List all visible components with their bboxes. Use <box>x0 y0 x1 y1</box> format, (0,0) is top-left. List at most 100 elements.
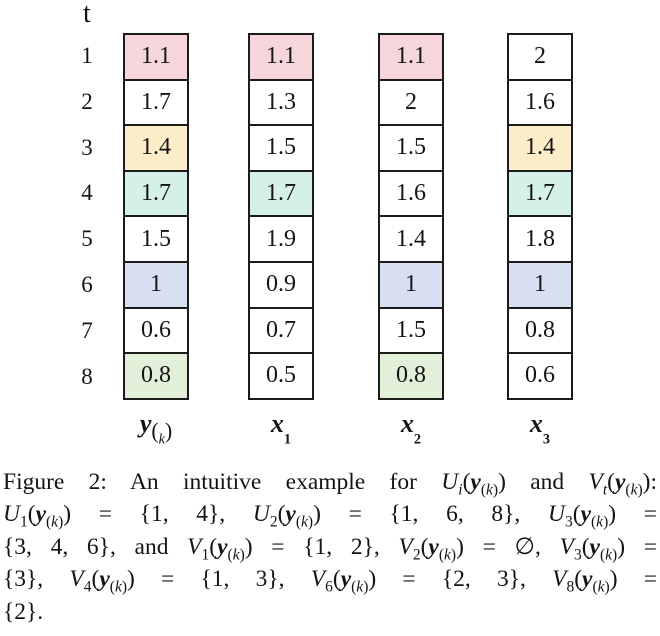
y-vector-base: y <box>589 533 600 560</box>
subscript-paren-open: ( <box>599 546 606 564</box>
value-cell: 1.3 <box>250 78 312 125</box>
y-vector-symbol: y(k) <box>581 501 609 530</box>
y-vector-symbol: y(k) <box>36 501 64 530</box>
row-index: 7 <box>81 317 93 343</box>
y-vector-subscript: (k) <box>110 579 127 596</box>
subscript-k: k <box>232 546 240 564</box>
y-vector-subscript: (k) <box>439 547 456 564</box>
subscript-paren-close: ) <box>307 514 314 532</box>
y-vector-symbol: y(k) <box>217 534 245 563</box>
value-cell: 0.8 <box>380 352 442 398</box>
y-vector-base: y <box>582 566 593 593</box>
caption-line-5: {2}. <box>3 596 657 628</box>
value-column-stack: 1.1 1.7 1.4 1.7 1.5 1 0.6 0.8 <box>123 33 189 400</box>
y-vector-symbol: y(k) <box>582 566 610 595</box>
value-cell: 1.5 <box>380 124 442 170</box>
subscript-k: k <box>597 578 605 596</box>
row-index: 2 <box>81 88 93 114</box>
math-subscript: 1 <box>201 546 210 564</box>
value-cell: 1.4 <box>380 215 442 261</box>
math-subscript: 6 <box>325 578 333 596</box>
math-subscript: 2 <box>412 546 421 564</box>
math-variable: U <box>3 501 20 528</box>
subscript-paren-close: ) <box>604 578 610 596</box>
math-variable: V <box>552 566 567 593</box>
subscript-paren-open: ( <box>592 578 598 596</box>
subscript-paren-open: ( <box>438 546 444 564</box>
value-cell: 0.8 <box>125 352 187 398</box>
y-vector-subscript: (k) <box>351 579 368 596</box>
y-vector-subscript: (k) <box>591 514 608 531</box>
subscript-paren-open: ( <box>109 578 115 596</box>
value-cell: 0.8 <box>509 306 571 353</box>
caption-text: ( <box>581 533 590 560</box>
subscript-paren-close: ) <box>58 514 64 532</box>
value-cell: 2 <box>509 35 571 79</box>
value-column: 1.1 2 1.5 1.6 1.4 1 1.5 0.8 x2 <box>378 33 444 446</box>
column-label-base: x <box>270 408 284 438</box>
value-cell: 1 <box>509 260 571 307</box>
y-vector-subscript: (k) <box>481 482 498 499</box>
math-subscript: 3 <box>542 431 551 448</box>
caption-text: ( <box>209 533 218 560</box>
y-vector-symbol: y(k) <box>470 469 498 498</box>
value-cell: 1.7 <box>509 169 571 216</box>
column-label-subscript: 2 <box>414 419 421 446</box>
math-subscript: 1 <box>283 431 292 448</box>
subscript-k: k <box>596 514 604 532</box>
y-vector-base: y <box>285 501 296 528</box>
value-cell: 1.5 <box>125 215 187 261</box>
math-variable: V <box>559 533 574 560</box>
math-subscript-italic: t <box>602 481 608 499</box>
value-cell: 1.6 <box>380 169 442 216</box>
column-label-base: y <box>139 408 152 438</box>
row-index: 4 <box>81 180 93 206</box>
column-label-base: x <box>400 408 414 438</box>
row-index: 6 <box>81 272 93 298</box>
subscript-paren-close: ) <box>603 514 609 532</box>
caption-text: ( <box>277 501 286 528</box>
time-axis-label: t <box>83 0 91 29</box>
caption-text: Figure 2: An intuitive example for <box>3 469 442 495</box>
value-cell: 1 <box>380 260 442 307</box>
caption-text: ) and <box>498 469 589 495</box>
caption-text: ) = <box>617 533 657 560</box>
caption-line-3: {3, 4, 6}, and V1(y(k)) = {1, 2}, V2(y(k… <box>3 531 657 563</box>
math-subscript-italic: i <box>458 481 463 499</box>
caption-text: ) = {1, 3}, <box>127 566 311 593</box>
subscript-k: k <box>630 481 638 499</box>
y-vector-subscript: (k) <box>228 547 245 564</box>
caption-text: ( <box>27 501 36 528</box>
caption-text: ) = <box>608 501 657 528</box>
caption-text: ) <box>164 418 173 443</box>
y-vector-subscript: (k) <box>625 482 642 499</box>
y-vector-symbol: y(k) <box>285 501 313 530</box>
value-cell: 1.4 <box>125 124 187 170</box>
math-variable: V <box>588 469 603 495</box>
caption-text: ) = {1, 2}, <box>244 533 399 560</box>
subscript-paren-close: ) <box>492 481 499 499</box>
subscript-paren-open: ( <box>227 546 233 564</box>
row-index-column: 1 2 3 4 5 6 7 8 <box>70 33 104 400</box>
subscript-paren-open: ( <box>625 481 631 499</box>
value-cell: 1.7 <box>125 169 187 216</box>
subscript-paren-open: ( <box>351 578 357 596</box>
value-cell: 1.6 <box>509 78 571 125</box>
math-variable: V <box>187 533 202 560</box>
value-cell: 1.7 <box>125 78 187 125</box>
value-cell: 1.1 <box>125 35 187 79</box>
y-vector-subscript: (k) <box>296 514 313 531</box>
math-variable: U <box>548 501 565 528</box>
column-label: x1 <box>248 408 314 447</box>
subscript-paren-open: ( <box>591 514 597 532</box>
caption-text: {2}. <box>3 598 44 625</box>
column-label-subscript: 1 <box>284 419 291 446</box>
value-column-stack: 2 1.6 1.4 1.7 1.8 1 0.8 0.6 <box>507 33 573 400</box>
subscript-paren-close: ) <box>363 578 369 596</box>
y-vector-base: y <box>340 566 352 593</box>
subscript-k: k <box>444 546 451 564</box>
math-subscript: 3 <box>573 546 582 564</box>
value-cell: 0.6 <box>509 352 571 398</box>
subscript-k: k <box>605 546 613 564</box>
